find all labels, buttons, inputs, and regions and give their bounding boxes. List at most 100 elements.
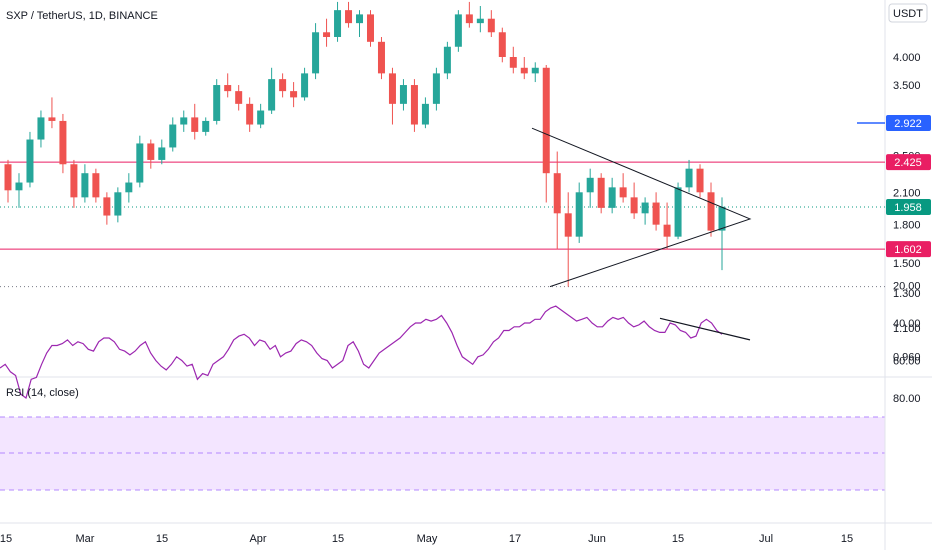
triangle-lines [531,127,752,288]
candle-body [301,73,309,98]
candle-body [707,192,715,231]
rsi-trendline-segment [659,317,751,341]
candle-body [619,187,627,198]
candle-body [465,14,473,24]
price-label-box [886,154,931,171]
candle-body [685,168,693,188]
price-labels: 2.922 2.425 1.958 1.602 [886,114,931,258]
price-label-text: 1.602 [894,244,922,256]
time-tick-label: 15 [672,533,684,545]
time-tick-label: May [417,533,438,545]
candle-body [345,10,353,24]
rsi-tick-label: 80.00 [893,393,921,405]
price-tick-label: 1.800 [893,220,921,232]
candle-body [246,103,254,125]
time-tick-label: Jul [759,533,773,545]
price-tick-label: 1.100 [893,323,921,335]
candle-body [498,32,506,57]
candle-body [26,139,34,183]
price-tick-label: 1.500 [893,258,921,270]
candle-body [564,213,572,237]
candle-body [235,91,243,104]
candle-body [630,197,638,214]
candle-body [92,173,100,198]
candle-body [377,41,385,74]
candle-body [334,10,342,37]
rsi-trendline[interactable] [659,317,751,341]
candle-body [531,67,539,74]
candle-body [169,124,177,148]
time-tick-label: 15 [841,533,853,545]
candle-body [147,143,155,160]
time-tick-label: Mar [76,533,95,545]
candle-body [323,32,331,37]
candle-body [4,164,12,191]
candle-body [476,18,484,24]
candle-body [48,117,56,121]
candle-body [279,79,287,92]
candle-body [268,79,276,111]
price-tick-label: 1.300 [893,288,921,300]
candle-body [136,143,144,183]
time-tick-label: 15 [332,533,344,545]
candle-body [202,120,210,132]
candle-body [597,177,605,208]
price-axis[interactable]: 4.0003.5002.5002.1001.8001.5001.3001.100… [893,52,921,364]
candle-body [443,46,451,74]
rsi-axis[interactable]: 80.00 60.00 40.00 20.00 [893,281,921,406]
candle-body [586,177,594,193]
candle-body [224,85,232,92]
candle-body [432,73,440,104]
candle-body [487,18,495,33]
time-tick-label: Jun [588,533,606,545]
time-tick-label: Apr [249,533,266,545]
candle-body [410,85,418,125]
candle-body [399,85,407,104]
rsi-line [0,305,723,399]
candle-body [312,32,320,74]
candle-body [696,168,704,193]
price-label-box [886,199,931,216]
horizontal-levels [0,122,885,288]
candle-body [718,206,726,231]
price-label-text: 2.922 [894,118,922,130]
candle-body [180,117,188,125]
candle-body [520,67,528,74]
triangle-pattern[interactable] [531,127,752,288]
candle-body [641,202,649,214]
candle-body [59,120,67,165]
candle-body [81,173,89,198]
candle-body [388,73,396,104]
price-label-box [886,241,931,258]
candle-body [663,224,671,237]
time-axis[interactable]: 15 Mar 15 Apr 15 May 17 Jun 15 Jul 15 [0,533,853,545]
rsi-tick-label: 40.00 [893,318,921,330]
candle-body [15,182,23,191]
price-tick-label: 0.960 [893,352,921,364]
candle-body [542,67,550,174]
candle-body [70,164,78,198]
candle-body [158,147,166,160]
symbol-title[interactable]: SXP / TetherUS, 1D, BINANCE [6,10,158,22]
price-tick-label: 3.500 [893,80,921,92]
price-label-box [886,114,931,131]
candle-body [356,14,364,24]
time-tick-label: 15 [0,533,12,545]
rsi-legend[interactable]: RSI (14, close) [6,387,79,399]
candle-body [608,187,616,208]
price-label-text: 2.425 [894,157,922,169]
candle-body [213,85,221,121]
candle-body [366,14,374,42]
rsi-series-path [0,305,723,399]
candle-body [421,103,429,125]
candle-body [652,202,660,225]
currency-button-box[interactable] [888,3,928,23]
time-tick-label: 17 [509,533,521,545]
candle-body [575,192,583,237]
time-tick-label: 15 [156,533,168,545]
candle-body [37,117,45,140]
currency-button[interactable]: USDT [893,8,923,20]
candle-body [290,91,298,98]
